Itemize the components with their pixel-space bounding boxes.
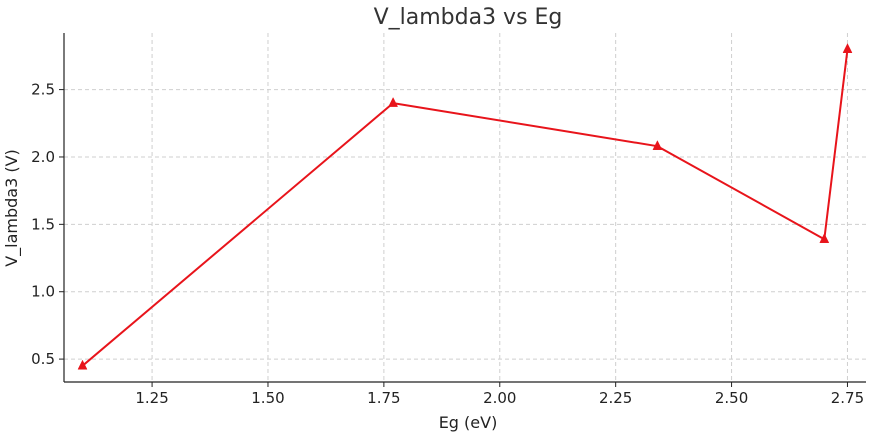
series [77,43,853,370]
x-tick-label: 2.25 [599,389,632,407]
y-tick-label: 0.5 [31,350,55,368]
data-point-marker [819,233,830,243]
data-point-marker [77,359,88,370]
ticks: 1.25 1.50 1.75 2.00 2.25 2.50 2.75 0.5 1.0 1.5 2.0… [31,81,864,407]
data-point-marker [388,97,399,107]
data-point-marker [652,140,663,150]
x-tick-label: 1.50 [251,389,284,407]
y-tick-label: 2.5 [31,81,55,99]
y-axis-label: V_lambda3 (V) [2,149,22,267]
x-axis-label: Eg (eV) [439,413,498,432]
axes [63,33,866,383]
y-tick-label: 1.0 [31,283,55,301]
x-tick-label: 2.50 [715,389,748,407]
x-tick-label: 1.25 [135,389,168,407]
x-tick-label: 2.00 [483,389,516,407]
data-point-marker [842,43,853,53]
grid [64,33,866,382]
x-tick-label: 2.75 [831,389,864,407]
chart-title: V_lambda3 vs Eg [374,5,563,30]
y-tick-label: 1.5 [31,215,55,233]
x-tick-label: 1.75 [367,389,400,407]
series-line [81,49,849,367]
y-tick-label: 2.0 [31,148,55,166]
